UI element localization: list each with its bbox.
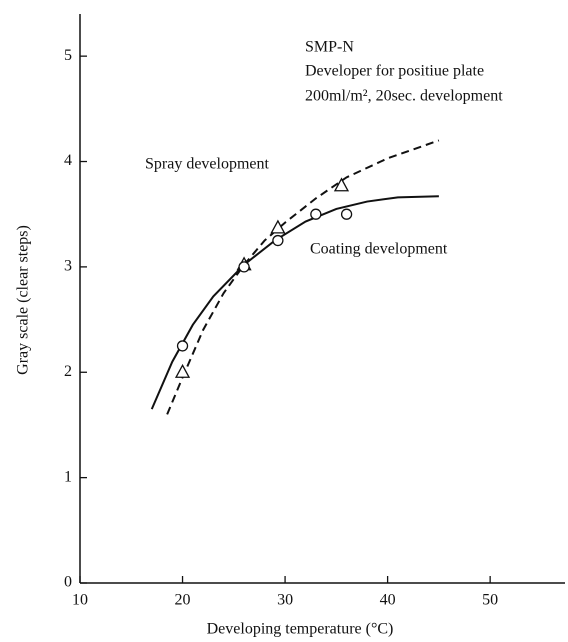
x-tick-label: 20 bbox=[175, 592, 191, 609]
y-tick-label: 2 bbox=[64, 363, 72, 380]
y-tick-label: 5 bbox=[64, 47, 72, 64]
series-label: Spray development bbox=[145, 156, 270, 173]
x-axis-label: Developing temperature (°C) bbox=[207, 621, 394, 638]
x-tick-label: 50 bbox=[482, 592, 498, 609]
triangle-marker bbox=[270, 219, 286, 234]
x-tick-label: 10 bbox=[72, 592, 88, 609]
series-label: Coating development bbox=[310, 241, 448, 258]
y-axis-label: Gray scale (clear steps) bbox=[15, 225, 32, 375]
fit-curve bbox=[166, 139, 440, 415]
circle-marker bbox=[340, 208, 353, 220]
annotation: SMP-N bbox=[305, 39, 354, 56]
annotation: Developer for positiue plate bbox=[305, 63, 484, 80]
y-tick-label: 4 bbox=[64, 152, 72, 169]
y-tick-label: 1 bbox=[64, 468, 72, 485]
x-tick-label: 30 bbox=[277, 592, 293, 609]
triangle-marker bbox=[174, 363, 191, 378]
triangle-marker bbox=[333, 177, 350, 192]
x-tick-label: 40 bbox=[380, 592, 396, 609]
circle-marker bbox=[310, 208, 322, 220]
y-tick-label: 3 bbox=[64, 258, 72, 275]
y-tick-label: 0 bbox=[64, 574, 72, 591]
annotation: 200ml/m², 20sec. development bbox=[305, 88, 503, 105]
fit-curve bbox=[150, 195, 439, 410]
circle-marker bbox=[176, 340, 189, 352]
circle-marker bbox=[238, 261, 250, 273]
circle-marker bbox=[272, 234, 284, 247]
